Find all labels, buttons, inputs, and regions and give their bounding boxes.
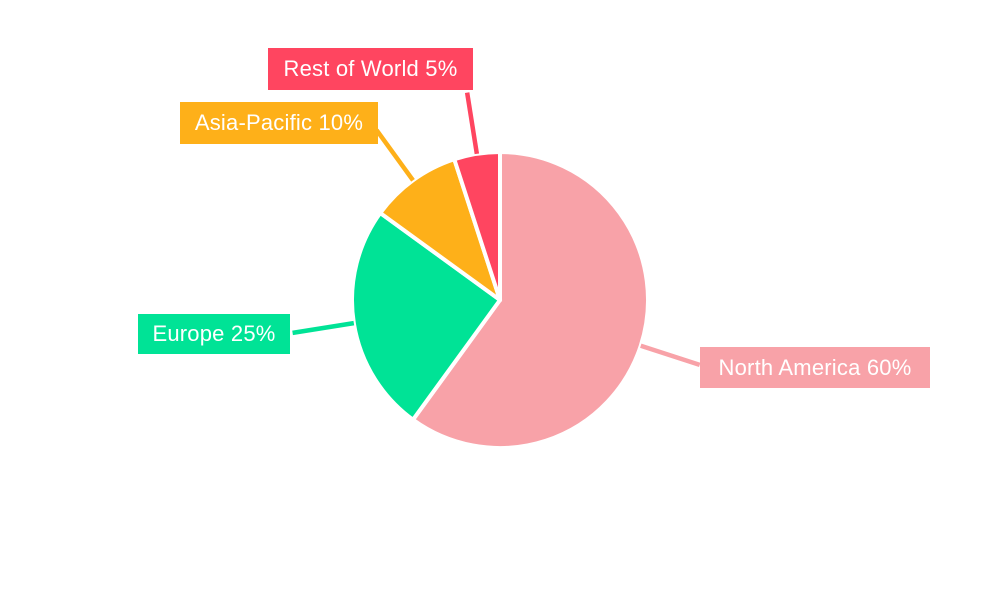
slice-label-asia-pacific: Asia-Pacific 10% <box>180 102 378 144</box>
pie-slice-rest-of-world[interactable] <box>452 150 502 302</box>
slice-label-europe: Europe 25% <box>138 314 290 354</box>
leader-line-north-america <box>640 343 701 368</box>
pie-slice-europe[interactable] <box>350 211 502 422</box>
slice-label-rest-of-world: Rest of World 5% <box>268 48 473 90</box>
slice-label-north-america: North America 60% <box>700 347 930 388</box>
leader-line-rest-of-world <box>464 92 480 155</box>
leader-line-asia-pacific <box>374 128 415 182</box>
leader-line-europe <box>292 320 355 336</box>
